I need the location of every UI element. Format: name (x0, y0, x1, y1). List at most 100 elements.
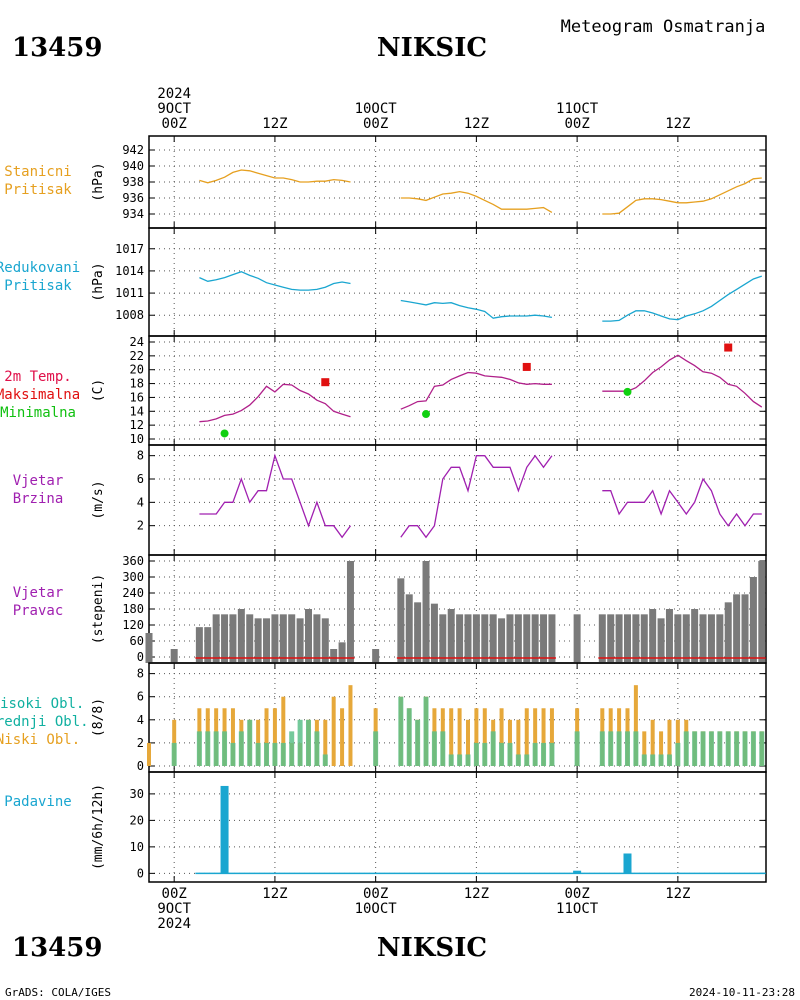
y-tick-label: 16 (130, 390, 144, 404)
mid-cloud-bar (717, 731, 723, 766)
wind-dir-bar (682, 614, 690, 663)
low-cloud-bar (642, 731, 647, 766)
top-time-label: 12Z (464, 116, 489, 132)
top-time-label: 12Z (262, 116, 287, 132)
wind-dir-bar (531, 614, 539, 663)
y-tick-label: 8 (137, 667, 144, 681)
bottom-time-label: 12Z (262, 886, 287, 902)
panel-label: Srednji Obl. (0, 714, 89, 730)
wind-dir-bar (623, 614, 631, 663)
mid-cloud-bar (574, 731, 580, 766)
series-line (400, 371, 552, 410)
series-line (400, 190, 553, 213)
low-cloud-bar (499, 708, 504, 766)
y-tick-label: 180 (122, 602, 144, 616)
bottom-time-label: 12Z (464, 886, 489, 902)
mid-cloud-bar (524, 754, 530, 766)
mid-cloud-bar (532, 742, 538, 766)
wind-dir-bar (657, 618, 665, 663)
mid-cloud-bar (398, 696, 404, 766)
wind-dir-bar (548, 614, 556, 663)
y-tick-label: 0 (137, 759, 144, 773)
low-cloud-bar (659, 731, 664, 766)
low-cloud-bar (650, 719, 655, 766)
wind-dir-bar (447, 609, 455, 663)
credit-label: GrADS: COLA/IGES (5, 986, 111, 999)
wind-dir-bar (514, 614, 522, 663)
panel-wspd: 2 4 6 8 (m/s) Vjetar Brzina (13, 444, 767, 556)
wind-dir-bar (145, 633, 153, 663)
top-time-label: 00Z (162, 116, 187, 132)
wind-dir-bar (456, 614, 464, 663)
mid-cloud-bar (650, 754, 656, 766)
min-temp-point (623, 387, 632, 396)
y-tick-label: 60 (130, 634, 144, 648)
y-tick-label: 934 (122, 207, 144, 221)
wind-dir-bar (229, 614, 237, 663)
panel-label: Niski Obl. (0, 732, 80, 748)
station-id-bottom: 13459 (12, 933, 102, 963)
mid-cloud-bar (725, 731, 731, 766)
mid-cloud-bar (373, 731, 379, 766)
wind-dir-bar (338, 642, 346, 663)
mid-cloud-bar (289, 731, 295, 766)
unit-label: (hPa) (91, 162, 106, 201)
wind-dir-bar (439, 614, 447, 663)
panel-label: Pritisak (4, 278, 72, 294)
bottom-time-label: 10OCT (355, 901, 398, 917)
mid-cloud-bar (515, 754, 521, 766)
panel-label: Pritisak (4, 182, 72, 198)
station-name-top: NIKSIC (377, 33, 487, 63)
mid-cloud-bar (692, 731, 698, 766)
low-cloud-bar (633, 685, 638, 766)
series-line (602, 275, 763, 322)
wind-dir-bar (170, 649, 178, 663)
wind-dir-bar (346, 561, 354, 663)
top-time-label: 11OCT (556, 101, 599, 117)
mid-cloud-bar (440, 731, 446, 766)
wind-dir-bar (632, 614, 640, 663)
panel-frame (148, 444, 767, 556)
panel-label: 2m Temp. (4, 369, 71, 385)
mid-cloud-bar (213, 731, 219, 766)
mid-cloud-bar (507, 742, 513, 766)
panel-label: Redukovani (0, 260, 80, 276)
bottom-time-label: 2024 (157, 916, 191, 932)
wind-dir-bar (691, 609, 699, 663)
y-tick-label: 20 (130, 813, 144, 827)
low-cloud-bar (281, 696, 286, 766)
mid-cloud-bar (666, 754, 672, 766)
mid-cloud-bar (406, 708, 412, 766)
wind-dir-bar (422, 561, 430, 663)
wind-dir-bar (540, 614, 548, 663)
mid-cloud-bar (608, 731, 614, 766)
wind-dir-bar (263, 618, 271, 663)
timestamp-label: 2024-10-11-23:28 (689, 986, 795, 999)
wind-dir-bar (607, 614, 615, 663)
bottom-time-label: 11OCT (556, 901, 599, 917)
low-cloud-bar (482, 708, 487, 766)
wind-dir-bar (372, 649, 380, 663)
panel-cloud: 0 2 4 6 8 (8/8) Visoki Obl. Srednji Obl. Niski O… (0, 662, 767, 773)
y-tick-label: 2 (137, 736, 144, 750)
mid-cloud-bar (423, 696, 429, 766)
wind-dir-bar (330, 649, 338, 663)
top-time-label: 12Z (665, 116, 690, 132)
low-cloud-bar (541, 708, 546, 766)
low-cloud-bar (474, 708, 479, 766)
precip-bar (573, 870, 582, 874)
mid-cloud-bar (171, 742, 177, 766)
mid-cloud-bar (658, 754, 664, 766)
mid-cloud-bar (465, 754, 471, 766)
y-tick-label: 1014 (115, 264, 144, 278)
mid-cloud-bar (238, 731, 244, 766)
y-tick-label: 8 (137, 449, 144, 463)
wind-dir-bar (271, 614, 279, 663)
mid-cloud-bar (683, 731, 689, 766)
wind-dir-bar (498, 618, 506, 663)
station-id-top: 13459 (12, 33, 102, 63)
wind-dir-bar (649, 609, 657, 663)
mid-cloud-bar (742, 731, 748, 766)
series-line (602, 477, 762, 527)
panel-label: Minimalna (0, 405, 76, 421)
